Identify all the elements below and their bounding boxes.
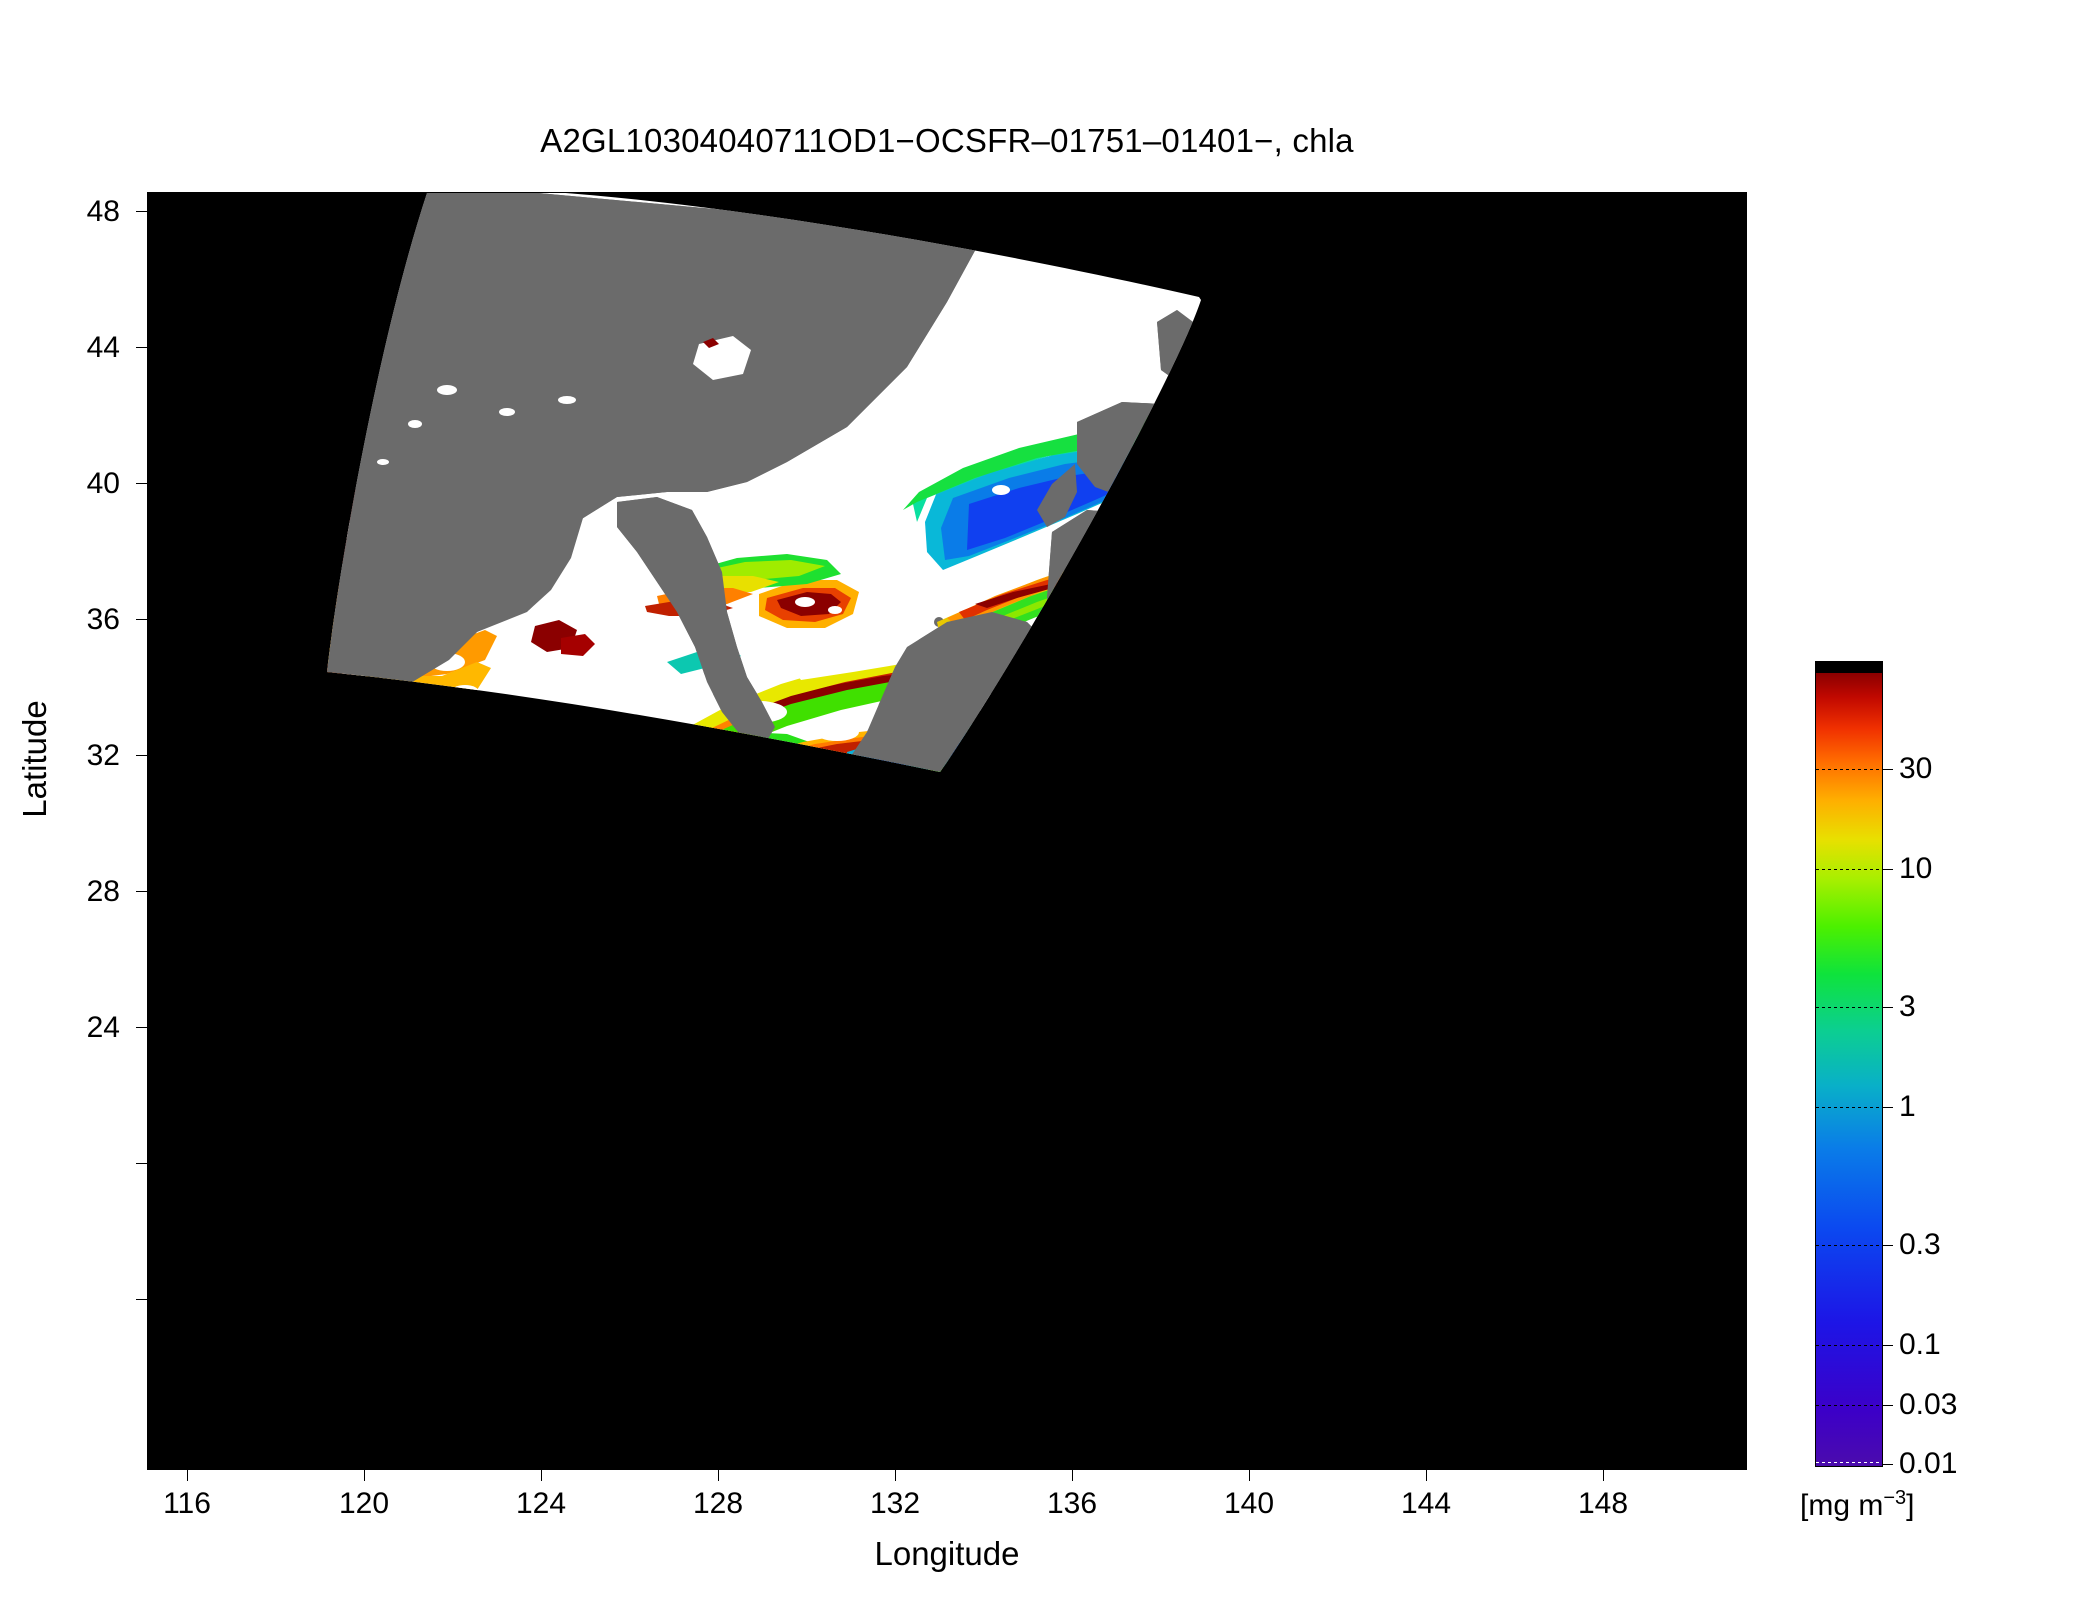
y-tick-label: 24 bbox=[86, 1011, 120, 1044]
colorbar-tick-label: 0.01 bbox=[1899, 1447, 1958, 1480]
colorbar-tick-label: 30 bbox=[1899, 752, 1933, 785]
satellite-swath-image bbox=[147, 192, 1747, 1470]
colorbar-tick-label: 10 bbox=[1899, 852, 1933, 885]
x-tick-label: 124 bbox=[515, 1487, 567, 1520]
colorbar-tick-label: 0.3 bbox=[1899, 1228, 1941, 1261]
y-tick-label: 40 bbox=[86, 467, 120, 500]
colorbar-units-exponent: −3 bbox=[1883, 1487, 1907, 1509]
x-tick-label: 132 bbox=[869, 1487, 921, 1520]
y-tick-label: 36 bbox=[86, 603, 120, 636]
colorbar-units-label: [mg m−3] bbox=[1800, 1487, 1915, 1523]
colorbar-tick-label: 1 bbox=[1899, 1090, 1916, 1123]
colorbar-units-text: [mg m bbox=[1800, 1489, 1884, 1522]
x-tick-label: 148 bbox=[1577, 1487, 1629, 1520]
x-tick-label: 140 bbox=[1223, 1487, 1275, 1520]
x-tick-label: 120 bbox=[338, 1487, 390, 1520]
colorbar-tick-label: 3 bbox=[1899, 990, 1916, 1023]
page-title: A2GL10304040711OD1−OCSFR‒01751‒01401−, c… bbox=[540, 122, 1354, 159]
y-tick-label: 44 bbox=[86, 331, 120, 364]
colorbar-tick-label: 0.03 bbox=[1899, 1388, 1958, 1421]
landmass-overlay bbox=[327, 192, 1193, 772]
x-tick-label: 116 bbox=[163, 1487, 211, 1520]
colorbar[interactable] bbox=[1815, 672, 1883, 1467]
colorbar-gradient bbox=[1816, 673, 1882, 1466]
y-tick-label: 48 bbox=[86, 195, 120, 228]
y-tick-label: 28 bbox=[86, 875, 120, 908]
colorbar-units-close: ] bbox=[1906, 1489, 1915, 1522]
x-tick-label: 144 bbox=[1400, 1487, 1452, 1520]
y-tick-label: 32 bbox=[86, 739, 120, 772]
colorbar-over-range-cap bbox=[1815, 661, 1883, 673]
map-plot-area[interactable] bbox=[147, 192, 1747, 1470]
x-axis-title: Longitude bbox=[874, 1535, 1020, 1572]
colorbar-tick-label: 0.1 bbox=[1899, 1328, 1941, 1361]
x-tick-label: 136 bbox=[1046, 1487, 1098, 1520]
y-axis-title: Latitude bbox=[16, 700, 53, 818]
x-tick-label: 128 bbox=[692, 1487, 744, 1520]
